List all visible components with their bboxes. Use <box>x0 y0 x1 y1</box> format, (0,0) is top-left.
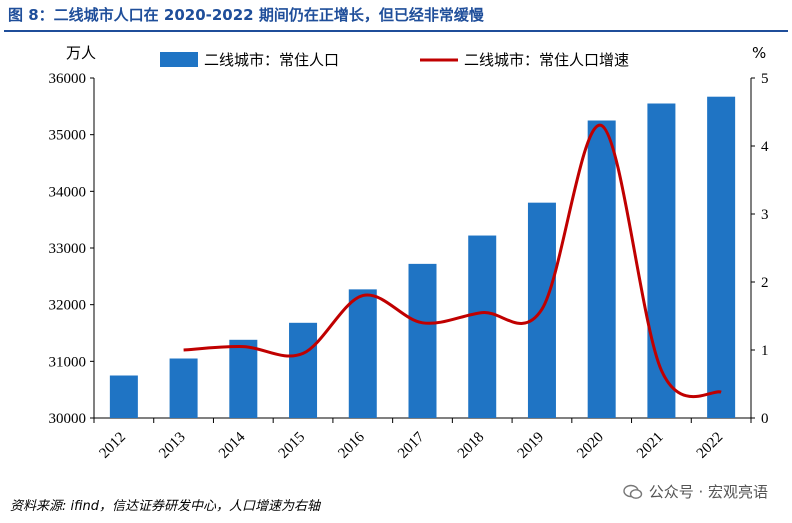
legend-line-label: 二线城市：常住人口增速 <box>464 51 629 69</box>
bar <box>289 322 318 418</box>
right-tick-label: 1 <box>761 343 769 359</box>
left-tick-label: 32000 <box>49 298 87 314</box>
right-tick-label: 4 <box>761 139 769 155</box>
left-tick-label: 31000 <box>49 354 87 370</box>
growth-line <box>183 124 722 399</box>
x-tick-label: 2015 <box>276 429 309 462</box>
x-tick-label: 2019 <box>515 429 548 462</box>
left-axis-unit: 万人 <box>66 44 96 62</box>
bar <box>408 263 437 418</box>
source-note: 资料来源: ifind，信达证券研发中心，人口增速为右轴 <box>10 499 321 514</box>
wechat-icon <box>622 484 642 499</box>
x-tick-label: 2017 <box>395 429 428 462</box>
legend: 二线城市：常住人口 二线城市：常住人口增速 <box>160 51 629 69</box>
left-tick-label: 35000 <box>49 128 87 144</box>
left-tick-label: 36000 <box>49 71 87 87</box>
left-tick-label: 33000 <box>49 241 87 257</box>
x-tick-label: 2020 <box>574 429 607 462</box>
bar <box>468 235 497 418</box>
legend-bar-swatch <box>160 52 198 67</box>
x-tick-label: 2014 <box>216 429 249 462</box>
right-axis-unit: % <box>752 44 766 62</box>
right-tick-label: 2 <box>761 275 769 291</box>
bar <box>229 339 258 418</box>
right-tick-label: 0 <box>761 411 769 427</box>
left-tick-label: 34000 <box>49 184 87 200</box>
bar <box>169 358 198 418</box>
left-tick-label: 30000 <box>49 411 87 427</box>
x-tick-label: 2016 <box>335 429 368 462</box>
bar <box>587 120 616 418</box>
right-tick-label: 3 <box>761 207 769 223</box>
bar <box>707 96 736 418</box>
bar <box>348 289 377 418</box>
bar <box>647 103 676 418</box>
title-divider <box>4 30 788 32</box>
bar-series <box>109 96 736 418</box>
chart-title: 图 8：二线城市人口在 2020-2022 期间仍在正增长，但已经非常缓慢 <box>8 6 484 24</box>
legend-bar-label: 二线城市：常住人口 <box>204 51 339 69</box>
bar <box>109 375 138 418</box>
line-series <box>183 124 722 399</box>
x-tick-label: 2013 <box>156 429 189 462</box>
axis-labels: 30000 31000 32000 33000 34000 35000 36000 0 1 2 3 4… <box>49 44 770 462</box>
watermark-text: 公众号 · 宏观亮语 <box>648 483 768 501</box>
right-tick-label: 5 <box>761 71 769 87</box>
x-tick-label: 2022 <box>694 429 727 462</box>
watermark: 公众号 · 宏观亮语 <box>622 481 768 502</box>
x-tick-label: 2018 <box>455 429 488 462</box>
x-tick-label: 2021 <box>634 429 667 462</box>
x-tick-label: 2012 <box>97 429 130 462</box>
